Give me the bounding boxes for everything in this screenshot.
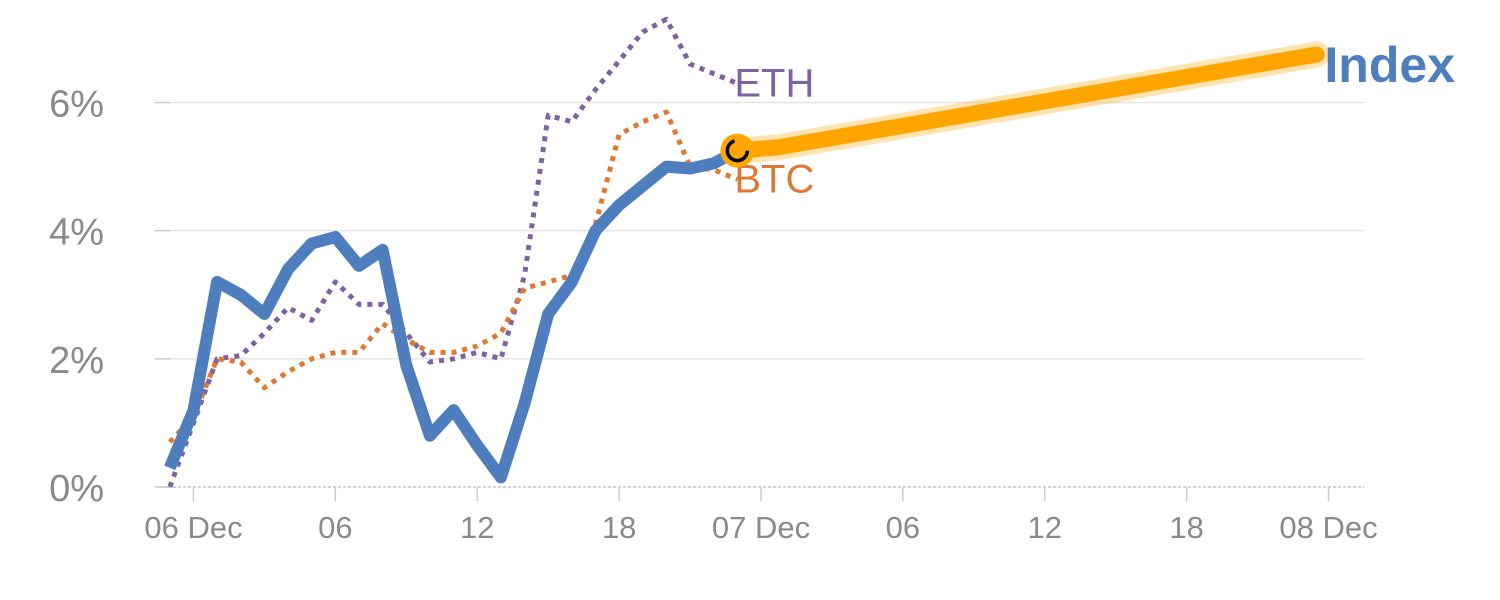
axis-layer: 0% 2% 4% 6% 06 Dec 06 12 18 07 Dec 06 12 18 08 Dec [49,84,1378,545]
series-label-eth: ETH [734,61,814,105]
series-label-btc: BTC [734,157,814,201]
x-tick-label: 18 [1169,510,1203,545]
x-tick-label: 12 [1028,510,1062,545]
x-tick-label: 06 Dec [144,510,242,545]
series-line-btc [167,109,739,444]
series-line-index [164,145,741,484]
x-tick-label: 07 Dec [712,510,810,545]
x-tick-label: 18 [602,510,636,545]
current-value-marker [720,133,755,168]
series-layer [164,16,741,488]
current-value-marker-ring [725,138,750,163]
y-tick-label: 4% [49,212,104,254]
y-tick-label: 2% [49,340,104,382]
x-tick-label: 06 [886,510,920,545]
x-tick-label: 08 Dec [1279,510,1377,545]
y-tick-label: 6% [49,84,104,126]
x-tick-label: 12 [460,510,494,545]
chart-title: Index [1324,37,1455,93]
label-layer: ETH BTC [720,61,814,201]
series-line-eth [167,16,739,488]
x-tick-label: 06 [318,510,352,545]
y-tick-label: 0% [49,468,104,510]
